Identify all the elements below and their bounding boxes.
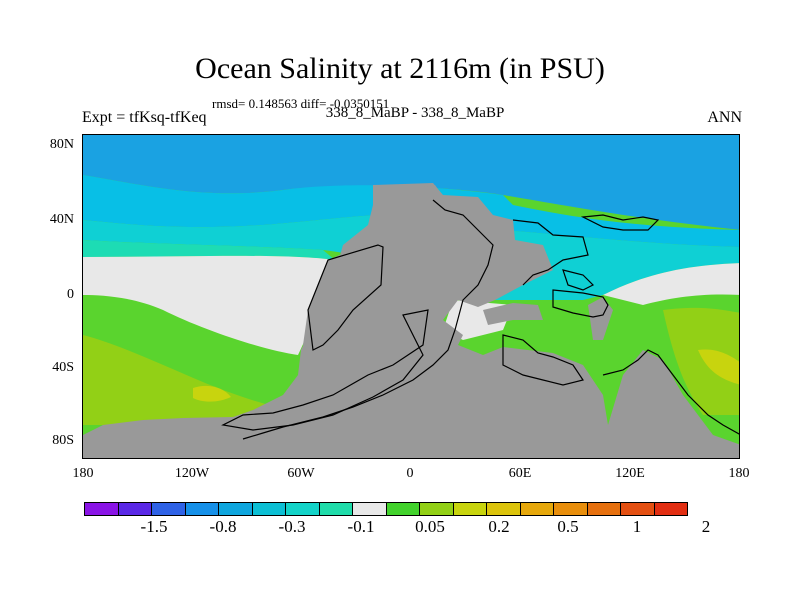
x-tick-180-right: 180 — [728, 466, 750, 481]
band-teal — [83, 240, 335, 260]
y-tick-80n: 80N — [49, 137, 74, 152]
coastline-outlines — [221, 199, 739, 440]
colorbar-label: 1 — [632, 517, 642, 536]
land-atlantic-strip — [483, 303, 543, 325]
colorbar-swatch — [486, 502, 521, 516]
colorbar-label: -0.1 — [347, 517, 375, 536]
colorbar-swatch — [385, 502, 420, 516]
colorbar-swatch — [519, 502, 554, 516]
colorbar-swatch — [285, 502, 320, 516]
y-tick-80s: 80S — [52, 433, 74, 448]
colorbar — [84, 502, 688, 516]
colorbar-swatch — [452, 502, 487, 516]
x-tick-60e: 60E — [508, 466, 532, 481]
y-tick-40s: 40S — [52, 360, 74, 375]
x-tick-120w: 120W — [174, 466, 210, 481]
colorbar-swatch — [586, 502, 621, 516]
land-americas-africa-europe — [83, 183, 739, 458]
band-yellow-southwest — [193, 385, 231, 402]
colorbar-swatch — [553, 502, 588, 516]
band-neutral-east — [603, 263, 739, 305]
stats-line: rmsd= 0.148563 diff= -0.0350151 — [212, 96, 390, 111]
colorbar-swatch — [620, 502, 655, 516]
colorbar-label: 0.2 — [488, 517, 510, 536]
land-north-mass — [423, 185, 443, 200]
band-yellow-green-south — [83, 335, 293, 427]
band-neutral-west — [83, 255, 335, 355]
salinity-map — [83, 135, 739, 458]
x-tick-60w: 60W — [287, 466, 315, 481]
comparison-label: 338_8_MaBP - 338_8_MaBP — [325, 105, 505, 121]
season-label: ANN — [707, 109, 742, 126]
colorbar-swatch — [251, 502, 286, 516]
plot-title: Ocean Salinity at 2116m (in PSU) — [195, 52, 605, 85]
land-west-block — [303, 245, 383, 350]
colorbar-swatch — [318, 502, 353, 516]
y-tick-40n: 40N — [49, 212, 74, 227]
x-tick-0: 0 — [406, 466, 414, 481]
colorbar-label: 2 — [701, 517, 711, 536]
colorbar-label: 0.5 — [557, 517, 579, 536]
colorbar-swatch — [84, 502, 119, 516]
colorbar-swatch — [117, 502, 152, 516]
experiment-label: Expt = tfKsq-tfKeq — [82, 109, 207, 126]
band-yellow-east — [698, 349, 739, 385]
x-tick-120e: 120E — [615, 466, 645, 481]
colorbar-swatch — [184, 502, 219, 516]
map-panel — [82, 134, 740, 459]
colorbar-label: -0.8 — [209, 517, 237, 536]
colorbar-label: -1.5 — [140, 517, 168, 536]
colorbar-swatch — [151, 502, 186, 516]
band-yellow-green-east — [663, 307, 739, 415]
band-high-lat-blue — [83, 135, 739, 230]
y-tick-0: 0 — [67, 287, 74, 302]
colorbar-swatch — [419, 502, 454, 516]
colorbar-label: 0.05 — [415, 517, 445, 536]
colorbar-swatch — [653, 502, 688, 516]
x-tick-180-left: 180 — [72, 466, 94, 481]
colorbar-label: -0.3 — [278, 517, 306, 536]
colorbar-swatch — [352, 502, 387, 516]
colorbar-swatch — [218, 502, 253, 516]
